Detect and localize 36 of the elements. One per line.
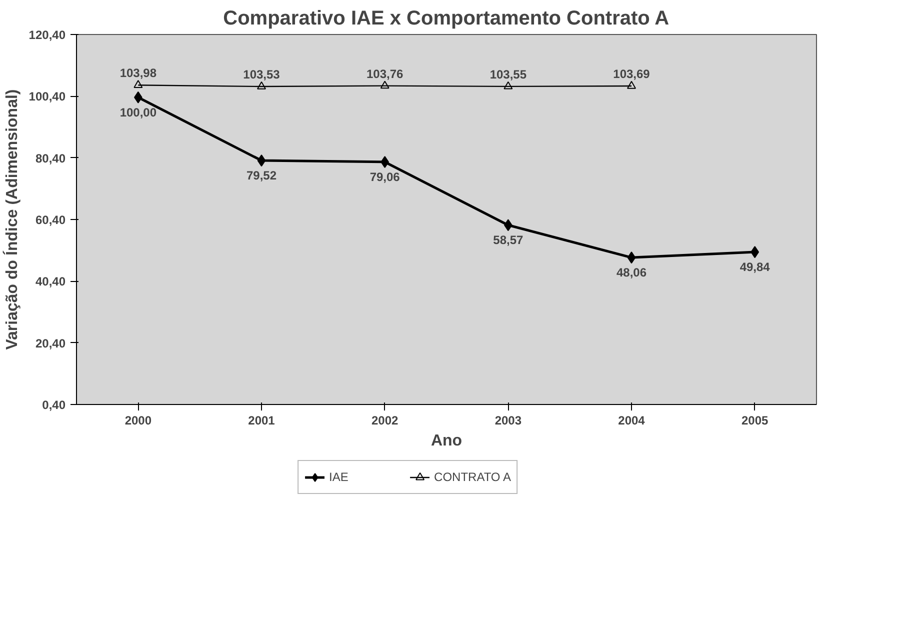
data-label: 79,52 — [246, 168, 277, 183]
x-tick-label: 2000 — [124, 414, 152, 428]
y-tick-label: 120,40 — [28, 28, 66, 42]
y-tick-label: 80,40 — [35, 151, 66, 166]
x-tick-label: 2005 — [741, 414, 769, 428]
data-label: 48,06 — [616, 266, 647, 280]
legend-label: IAE — [329, 470, 350, 484]
data-label: 100,00 — [120, 105, 157, 120]
data-label: 103,98 — [120, 66, 157, 80]
legend-label: CONTRATO A — [434, 470, 511, 484]
x-tick-label: 2001 — [248, 414, 276, 428]
x-tick-label: 2003 — [494, 414, 522, 428]
data-label: 58,57 — [493, 233, 524, 248]
data-label: 103,76 — [366, 66, 404, 81]
x-axis-title: Ano — [430, 432, 462, 450]
point — [627, 252, 636, 264]
x-tick-label: 2002 — [371, 414, 399, 428]
point — [257, 154, 266, 167]
data-label: 79,06 — [370, 170, 400, 184]
data-label: 103,53 — [243, 68, 280, 82]
data-label: 49,84 — [740, 260, 770, 274]
x-tick-label: 2004 — [618, 414, 646, 428]
point — [380, 80, 390, 89]
chart-title: Comparativo IAE x Comportamento Contrato A — [223, 8, 670, 30]
data-label: 103,55 — [490, 67, 527, 82]
y-tick-label: 60,40 — [35, 213, 66, 227]
point — [627, 80, 636, 89]
y-tick-label: 20,40 — [35, 336, 66, 350]
data-label: 103,69 — [613, 67, 650, 82]
point — [504, 81, 513, 90]
point — [257, 81, 266, 90]
point — [134, 80, 143, 88]
y-tick-label: 100,40 — [28, 90, 66, 104]
y-tick-label: 40,40 — [35, 274, 66, 289]
y-axis-title: Variação do Índice (Adimensional) — [2, 89, 21, 350]
y-tick-label: 0,40 — [42, 398, 66, 412]
